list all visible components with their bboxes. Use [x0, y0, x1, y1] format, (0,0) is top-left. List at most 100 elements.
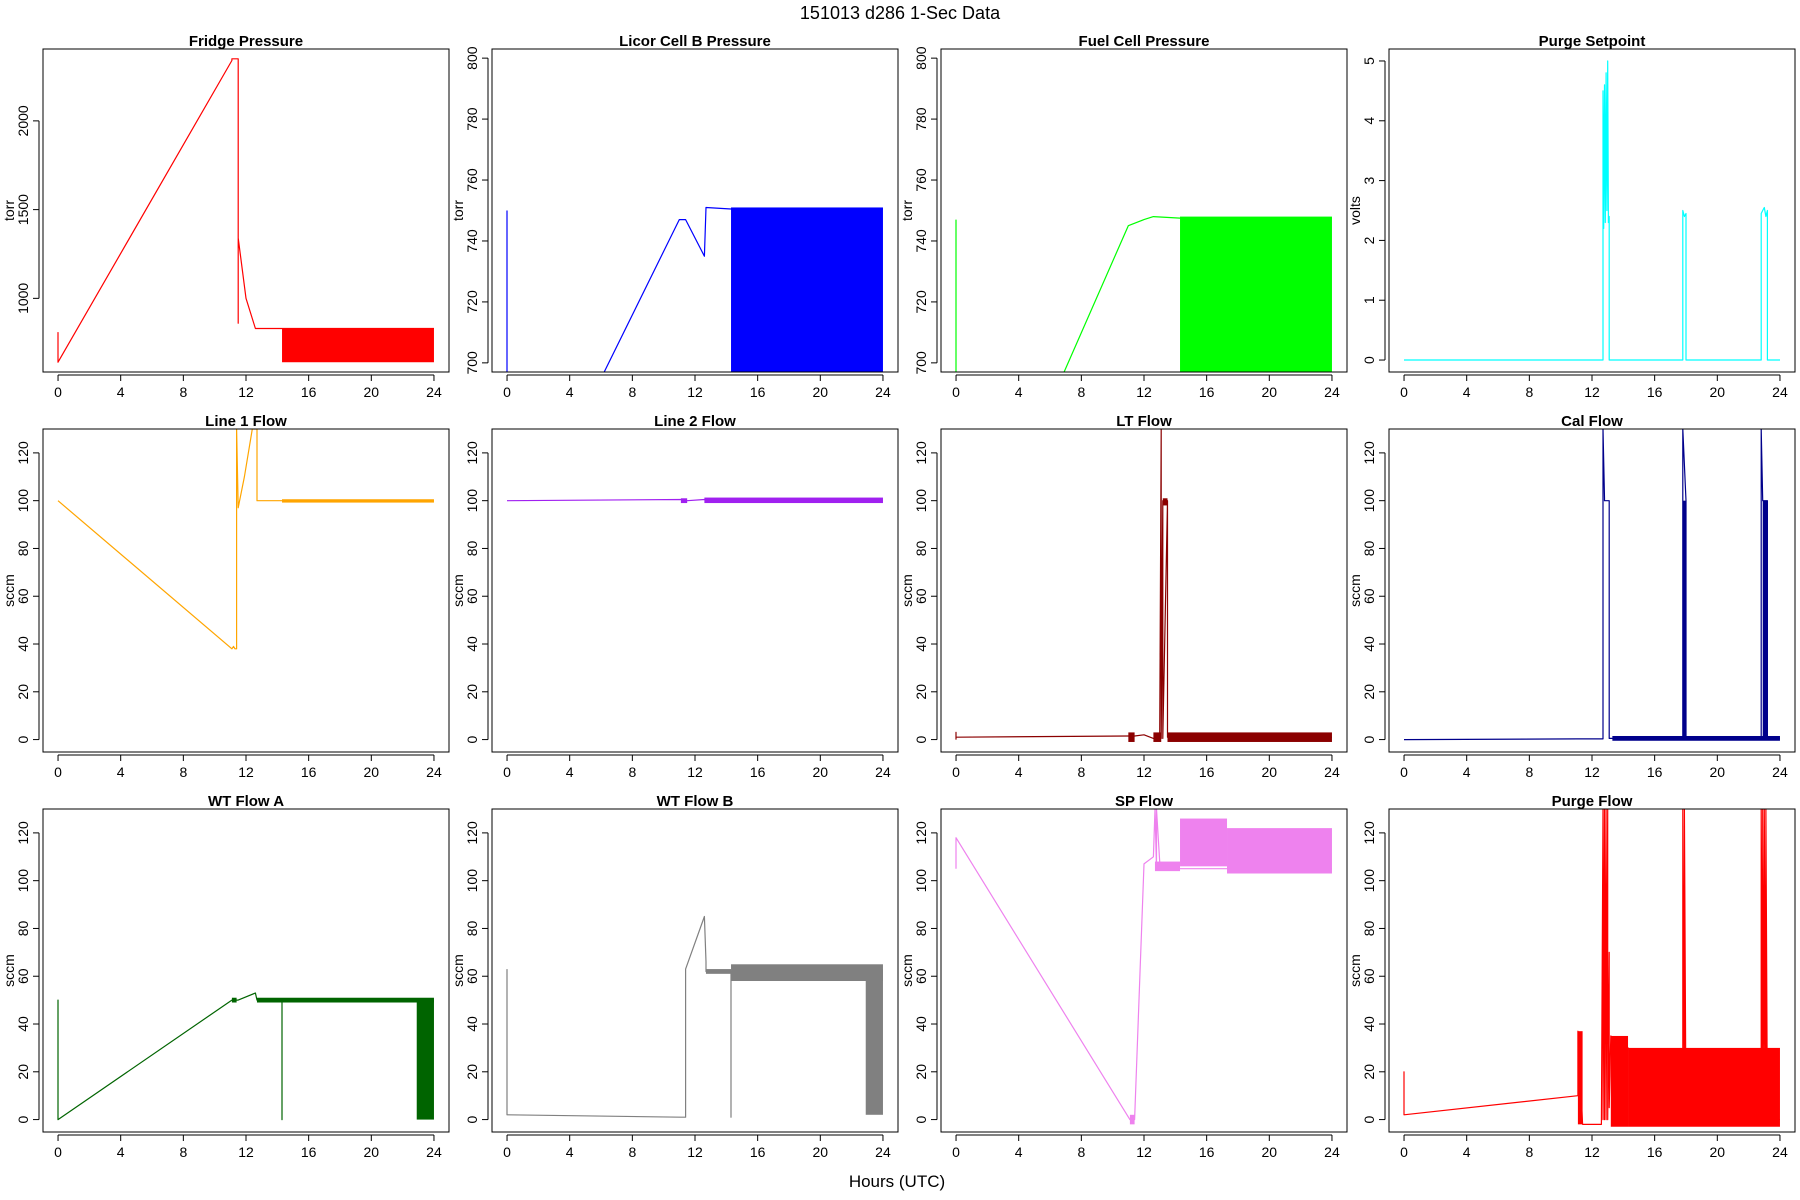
y-tick-label: 720: [464, 290, 480, 314]
y-tick-label: 120: [464, 441, 480, 465]
data-band: [1128, 732, 1135, 742]
plot-area: [57, 58, 434, 363]
y-tick-label: 760: [913, 168, 929, 192]
y-tick-label: 740: [913, 229, 929, 253]
plot-area: [57, 429, 434, 650]
y-tick-label: 80: [913, 540, 929, 556]
plot-frame: [1388, 428, 1796, 753]
x-tick-label: 16: [1647, 1144, 1663, 1160]
x-tick-label: 0: [503, 1144, 511, 1160]
panel-9: 0 4 8 12 16 20 24 0 20 40 60 80 100 120 sccm WT Flow A: [1, 793, 450, 1160]
x-tick-label: 4: [1015, 1144, 1023, 1160]
x-tick-label: 16: [1647, 384, 1663, 400]
x-tick-label: 16: [750, 1144, 766, 1160]
y-tick-label: 60: [15, 588, 31, 604]
data-band: [731, 964, 883, 982]
data-band: [1180, 216, 1332, 372]
panel-title: Purge Setpoint: [1539, 33, 1646, 50]
y-tick-label: 100: [464, 489, 480, 513]
plot-frame: [42, 428, 450, 753]
y-tick-label: 100: [1361, 869, 1377, 893]
y-tick-label: 60: [464, 968, 480, 984]
y-axis-label: sccm: [450, 574, 466, 607]
x-tick-label: 8: [1525, 1144, 1533, 1160]
plot-area: [57, 992, 434, 1121]
panel-8: 0 4 8 12 16 20 24 0 20 40 60 80 100 120 sccm Cal Flow: [1347, 413, 1796, 780]
plot-area: [1403, 429, 1780, 741]
y-tick-label: 120: [464, 821, 480, 845]
y-tick-label: 120: [913, 441, 929, 465]
panel-1: 0 4 8 12 16 20 24 1000 1500 2000 torr Fridge Pressu…: [1, 33, 450, 400]
plot-frame: [1388, 808, 1796, 1133]
panel-title: Cal Flow: [1561, 413, 1623, 430]
panel-title: WT Flow B: [657, 793, 734, 810]
data-band: [1180, 818, 1228, 867]
x-tick-label: 16: [301, 384, 317, 400]
x-tick-label: 12: [1584, 1144, 1600, 1160]
y-tick-label: 20: [15, 1064, 31, 1080]
x-tick-label: 12: [687, 1144, 703, 1160]
x-tick-label: 16: [301, 764, 317, 780]
series-line: [1404, 60, 1780, 361]
x-tick-label: 4: [117, 764, 125, 780]
x-tick-label: 20: [1710, 764, 1726, 780]
x-tick-label: 20: [1710, 384, 1726, 400]
y-tick-label: 0: [464, 735, 480, 743]
x-tick-label: 20: [364, 384, 380, 400]
x-tick-label: 16: [750, 764, 766, 780]
panel-2: 0 4 8 12 16 20 24 700 720 740 760 780 800 torr Licor C…: [450, 33, 899, 400]
data-band: [282, 328, 434, 363]
data-band: [1628, 1047, 1780, 1127]
plot-area: [955, 809, 1332, 1125]
y-tick-label: 80: [464, 920, 480, 936]
y-tick-label: 40: [1361, 1016, 1377, 1032]
data-band: [1162, 498, 1168, 506]
y-tick-label: 60: [15, 968, 31, 984]
x-tick-label: 0: [54, 764, 62, 780]
y-axis-label: sccm: [1347, 574, 1363, 607]
y-tick-label: 80: [1361, 920, 1377, 936]
y-tick-label: 80: [464, 540, 480, 556]
y-tick-label: 20: [913, 1064, 929, 1080]
x-tick-label: 20: [813, 1144, 829, 1160]
x-tick-label: 24: [1324, 1144, 1340, 1160]
panel-3: 0 4 8 12 16 20 24 700 720 740 760 780 800 torr Fuel Ce…: [899, 33, 1348, 400]
x-tick-label: 20: [364, 1144, 380, 1160]
x-tick-label: 24: [875, 764, 891, 780]
plot-frame: [42, 808, 450, 1133]
y-axis-label: sccm: [1, 574, 17, 607]
y-tick-label: 20: [913, 684, 929, 700]
y-tick-label: 40: [15, 636, 31, 652]
x-tick-label: 12: [238, 764, 254, 780]
y-tick-label: 0: [913, 1115, 929, 1123]
x-tick-label: 12: [1136, 1144, 1152, 1160]
plot-area: [1404, 60, 1780, 361]
x-tick-label: 12: [687, 764, 703, 780]
y-tick-label: 720: [913, 290, 929, 314]
x-tick-label: 4: [1015, 764, 1023, 780]
x-tick-label: 4: [1463, 764, 1471, 780]
y-tick-label: 100: [15, 489, 31, 513]
plot-frame: [491, 48, 899, 373]
y-tick-label: 40: [1361, 636, 1377, 652]
y-tick-label: 5: [1361, 57, 1377, 65]
x-tick-label: 12: [1136, 764, 1152, 780]
y-tick-label: 1000: [15, 283, 31, 314]
y-tick-label: 780: [913, 107, 929, 131]
y-tick-label: 80: [15, 920, 31, 936]
y-tick-label: 40: [913, 1016, 929, 1032]
x-tick-label: 4: [566, 384, 574, 400]
y-tick-label: 100: [1361, 489, 1377, 513]
series-line: [603, 206, 883, 372]
panel-title: Fuel Cell Pressure: [1079, 33, 1210, 50]
y-tick-label: 0: [1361, 735, 1377, 743]
x-tick-label: 12: [238, 384, 254, 400]
y-tick-label: 0: [1361, 1115, 1377, 1123]
x-tick-label: 8: [1525, 384, 1533, 400]
plot-area: [506, 497, 883, 504]
plot-frame: [1388, 48, 1796, 373]
y-tick-label: 760: [464, 168, 480, 192]
x-tick-label: 0: [54, 1144, 62, 1160]
plot-area: [506, 206, 883, 372]
